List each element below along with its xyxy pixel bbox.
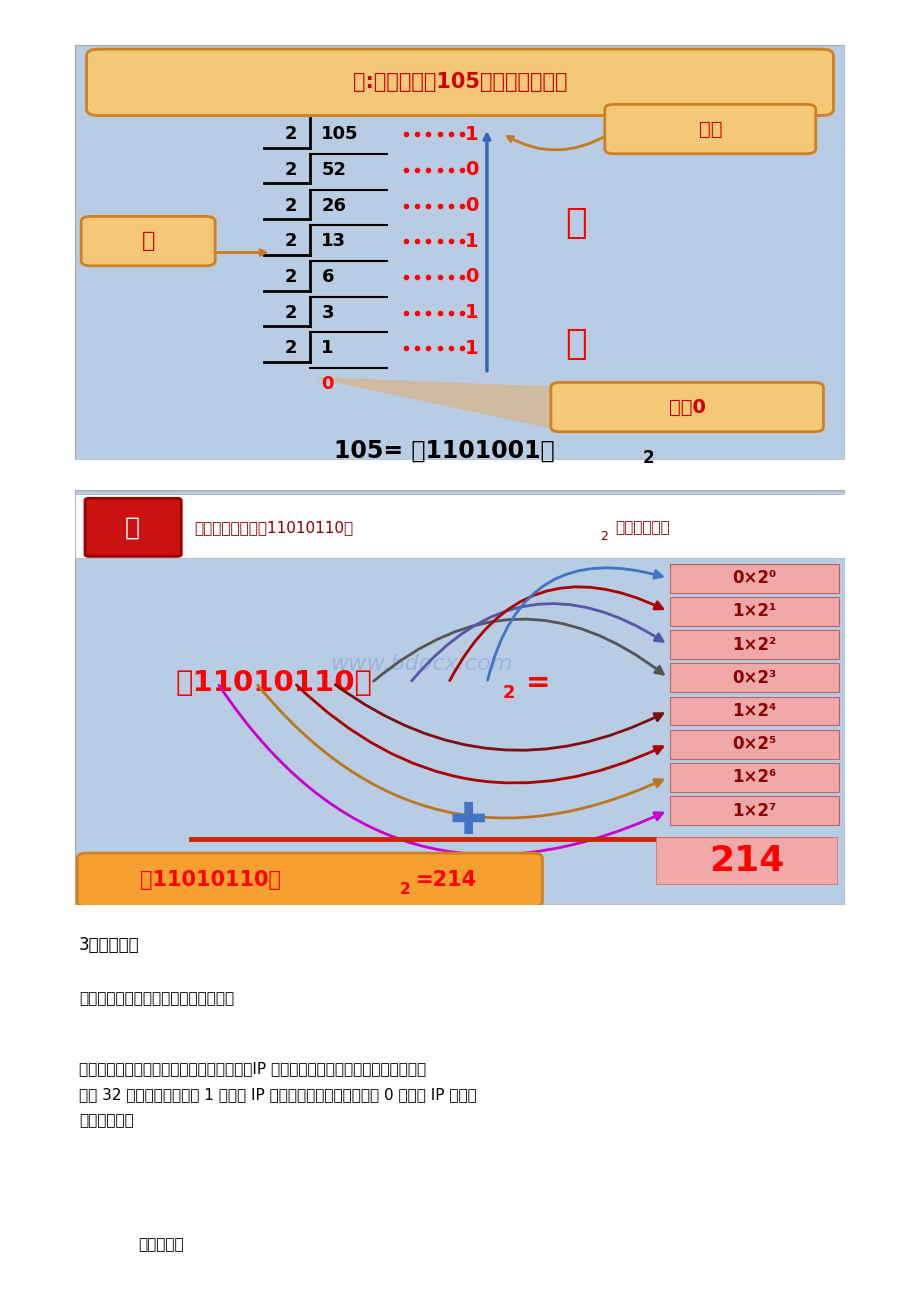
Text: 0: 0 bbox=[464, 197, 478, 215]
FancyBboxPatch shape bbox=[604, 104, 815, 154]
Text: 1: 1 bbox=[464, 125, 478, 143]
FancyBboxPatch shape bbox=[86, 49, 833, 116]
Text: 3: 3 bbox=[321, 303, 334, 322]
Text: 0: 0 bbox=[464, 267, 478, 286]
FancyArrowPatch shape bbox=[412, 604, 663, 681]
Text: 3、子网掩码: 3、子网掩码 bbox=[79, 936, 140, 954]
Text: 区分方法：如同我们的家庭地址一样，IP 地址包括网络地址和主机地址。子网掩
码是 32 位二进制，二进制 1 对应的 IP 地址位为网络编码，二进制 0 对应的: 区分方法：如同我们的家庭地址一样，IP 地址包括网络地址和主机地址。子网掩 码是… bbox=[79, 1061, 476, 1128]
FancyArrowPatch shape bbox=[257, 685, 662, 818]
Text: 作用：用来区分网络地址和主机地址。: 作用：用来区分网络地址和主机地址。 bbox=[79, 991, 234, 1006]
Text: 0×2⁰: 0×2⁰ bbox=[732, 569, 776, 587]
Text: 商: 商 bbox=[142, 232, 154, 251]
Text: 0×2⁵: 0×2⁵ bbox=[732, 736, 776, 753]
Text: 105= （1101001）: 105= （1101001） bbox=[334, 439, 554, 464]
Text: 0: 0 bbox=[321, 375, 334, 393]
Text: =: = bbox=[525, 669, 550, 697]
FancyBboxPatch shape bbox=[550, 383, 823, 432]
Text: 2: 2 bbox=[400, 881, 410, 897]
FancyBboxPatch shape bbox=[669, 697, 838, 725]
Text: 105: 105 bbox=[321, 125, 358, 143]
Text: 排: 排 bbox=[564, 327, 585, 361]
Bar bbox=[75, 495, 844, 559]
Text: 26: 26 bbox=[321, 197, 346, 215]
Text: 2: 2 bbox=[599, 530, 607, 543]
FancyBboxPatch shape bbox=[669, 797, 838, 825]
Text: 例如：: 例如： bbox=[138, 1237, 184, 1253]
FancyBboxPatch shape bbox=[669, 730, 838, 759]
FancyBboxPatch shape bbox=[669, 763, 838, 792]
FancyBboxPatch shape bbox=[655, 836, 836, 884]
Text: 2: 2 bbox=[284, 197, 297, 215]
FancyArrowPatch shape bbox=[219, 685, 662, 854]
Text: 2: 2 bbox=[284, 268, 297, 286]
FancyArrowPatch shape bbox=[296, 685, 662, 783]
Text: 1: 1 bbox=[464, 232, 478, 251]
Text: 例：将二进制数（11010110）: 例：将二进制数（11010110） bbox=[194, 519, 353, 535]
Text: 2: 2 bbox=[642, 449, 653, 467]
FancyBboxPatch shape bbox=[85, 499, 181, 556]
Text: 1×2²: 1×2² bbox=[732, 635, 776, 654]
Text: 2: 2 bbox=[284, 125, 297, 143]
Text: 1: 1 bbox=[464, 303, 478, 322]
FancyBboxPatch shape bbox=[81, 216, 215, 266]
FancyArrowPatch shape bbox=[487, 568, 662, 680]
Text: 13: 13 bbox=[321, 232, 346, 250]
Text: www.bdocx.com: www.bdocx.com bbox=[330, 655, 512, 674]
Text: 例:将十进制数105转换为二进制数: 例:将十进制数105转换为二进制数 bbox=[352, 73, 567, 92]
Text: （11010110）: （11010110） bbox=[141, 870, 281, 889]
Text: 例: 例 bbox=[125, 516, 140, 539]
FancyArrowPatch shape bbox=[449, 587, 662, 681]
Text: 1×2⁴: 1×2⁴ bbox=[732, 702, 776, 720]
Text: 2: 2 bbox=[284, 161, 297, 178]
Text: 倒: 倒 bbox=[564, 207, 585, 241]
FancyBboxPatch shape bbox=[669, 630, 838, 659]
FancyArrowPatch shape bbox=[373, 618, 663, 681]
Text: 0×2³: 0×2³ bbox=[732, 669, 776, 686]
FancyBboxPatch shape bbox=[77, 853, 542, 906]
FancyBboxPatch shape bbox=[669, 564, 838, 592]
Text: ✚: ✚ bbox=[448, 801, 486, 844]
FancyArrowPatch shape bbox=[335, 685, 662, 750]
Text: 2: 2 bbox=[502, 685, 515, 702]
Text: 1×2⁶: 1×2⁶ bbox=[732, 768, 776, 786]
FancyBboxPatch shape bbox=[669, 598, 838, 626]
Text: 2: 2 bbox=[284, 232, 297, 250]
Text: 转换为十进制: 转换为十进制 bbox=[615, 519, 670, 535]
Text: =214: =214 bbox=[414, 870, 476, 889]
Text: 0: 0 bbox=[464, 160, 478, 180]
Text: 2: 2 bbox=[284, 340, 297, 357]
Text: 1×2¹: 1×2¹ bbox=[732, 603, 776, 620]
Text: 6: 6 bbox=[321, 268, 334, 286]
Text: 商为0: 商为0 bbox=[668, 398, 705, 417]
Text: （11010110）: （11010110） bbox=[175, 669, 371, 697]
Text: 余数: 余数 bbox=[698, 120, 721, 139]
Polygon shape bbox=[317, 378, 556, 428]
FancyBboxPatch shape bbox=[669, 664, 838, 693]
Text: 52: 52 bbox=[321, 161, 346, 178]
Text: 1×2⁷: 1×2⁷ bbox=[732, 802, 776, 819]
Text: 214: 214 bbox=[708, 844, 783, 878]
Text: 1: 1 bbox=[464, 339, 478, 358]
Text: 1: 1 bbox=[321, 340, 334, 357]
Text: 2: 2 bbox=[284, 303, 297, 322]
